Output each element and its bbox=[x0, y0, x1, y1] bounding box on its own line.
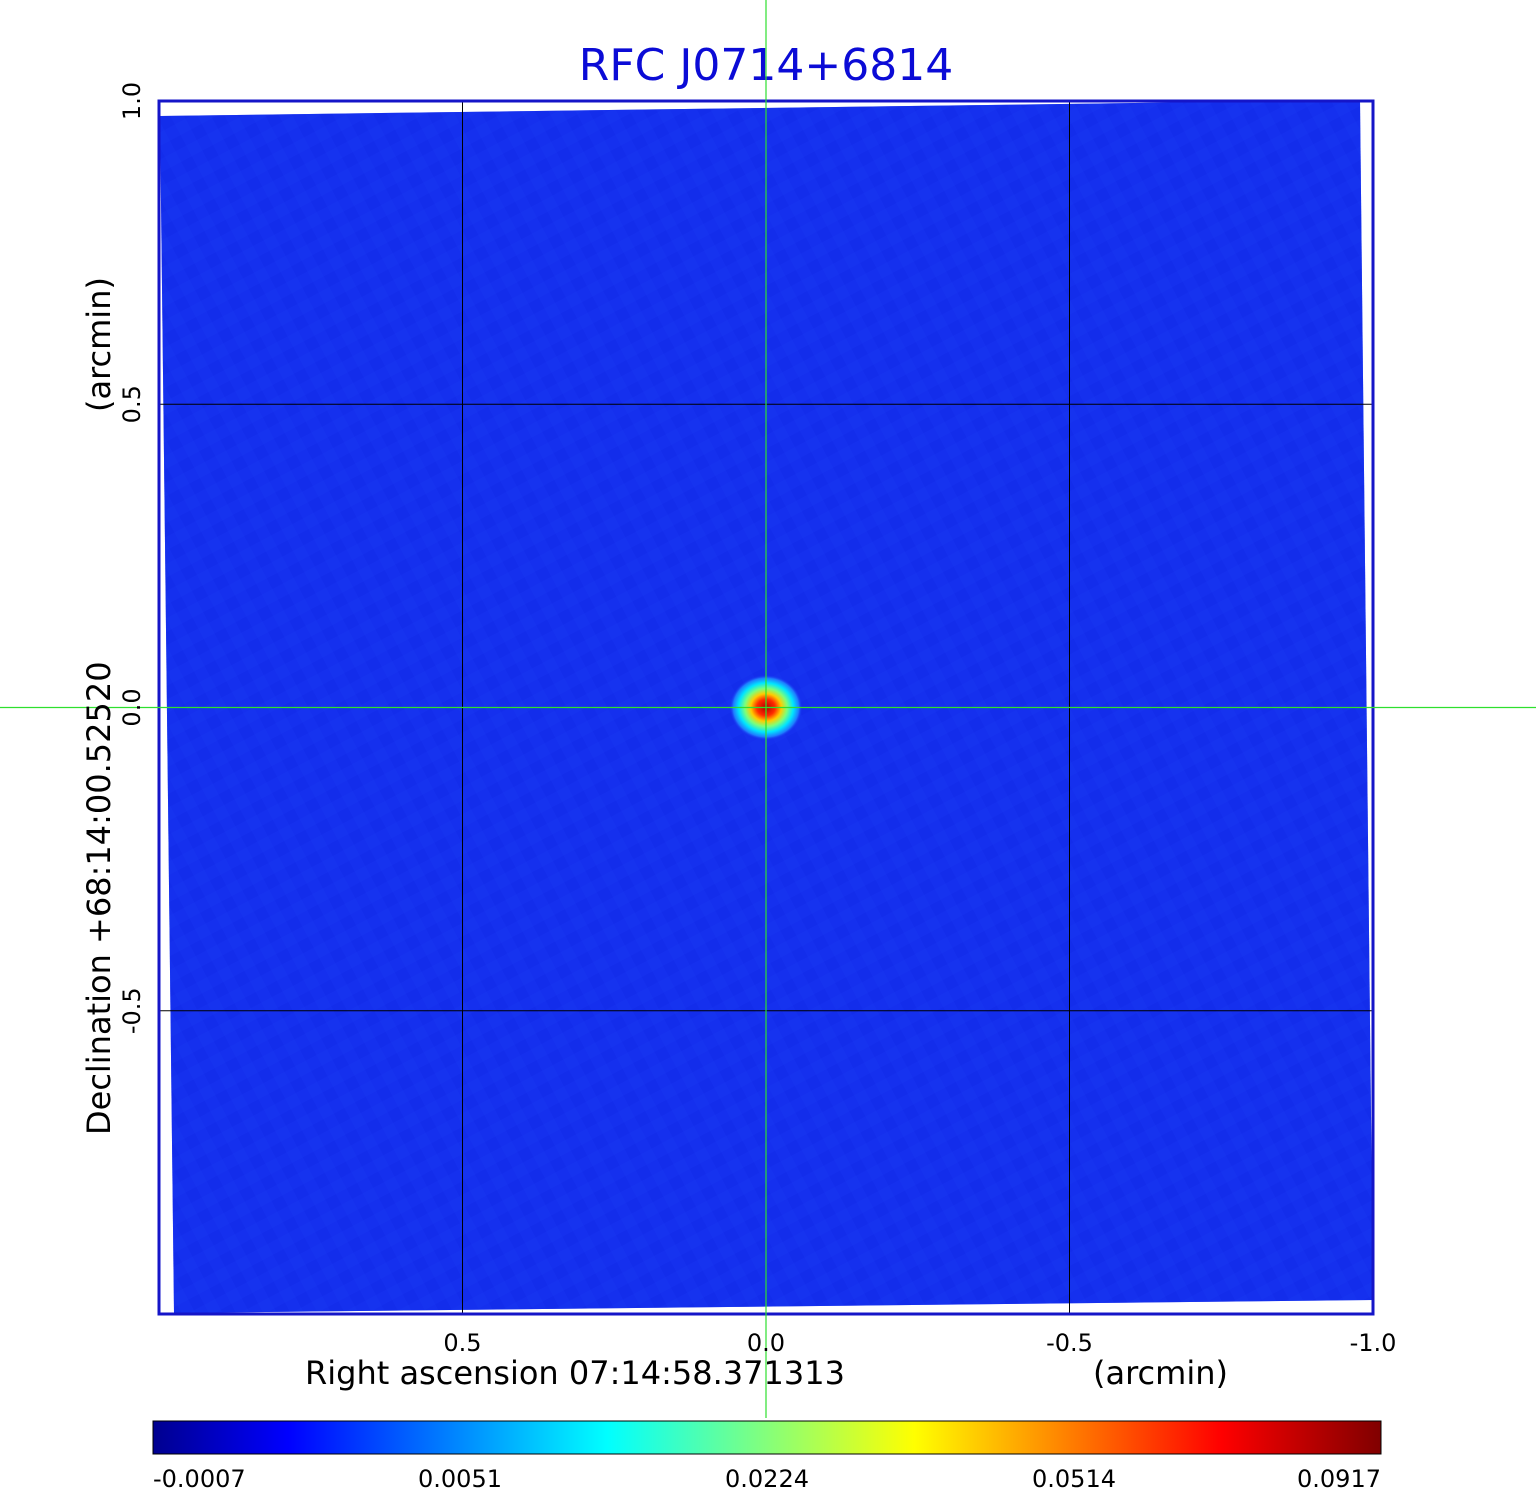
colorbar-tick-label: 0.0224 bbox=[725, 1465, 809, 1493]
y-tick-label: 0.5 bbox=[118, 385, 146, 423]
y-tick-labels: 1.0 0.5 0.0 -0.5 bbox=[118, 82, 146, 1034]
x-tick-label: -1.0 bbox=[1350, 1329, 1397, 1357]
x-tick-labels: 0.5 0.0 -0.5 -1.0 bbox=[443, 1329, 1396, 1357]
y-tick-label: 1.0 bbox=[118, 82, 146, 120]
x-tick-label: 0.5 bbox=[443, 1329, 481, 1357]
colorbar-tick-label: 0.0917 bbox=[1297, 1465, 1381, 1493]
x-axis-unit: (arcmin) bbox=[1093, 1354, 1228, 1392]
y-axis-label: Declination +68:14:00.52520 bbox=[80, 661, 118, 1135]
colorbar-tick-label: 0.0051 bbox=[418, 1465, 502, 1493]
crosshair bbox=[0, 0, 1536, 1418]
x-axis-label: Right ascension 07:14:58.371313 bbox=[305, 1354, 845, 1392]
colorbar-tick-labels: -0.0007 0.0051 0.0224 0.0514 0.0917 bbox=[153, 1465, 1381, 1493]
y-tick-label: -0.5 bbox=[118, 987, 146, 1034]
x-tick-label: -0.5 bbox=[1046, 1329, 1093, 1357]
x-tick-label: 0.0 bbox=[747, 1329, 785, 1357]
colorbar bbox=[152, 1420, 1382, 1455]
y-tick-label: 0.0 bbox=[118, 688, 146, 726]
colorbar-tick-label: -0.0007 bbox=[153, 1465, 246, 1493]
colorbar-tick-label: 0.0514 bbox=[1032, 1465, 1116, 1493]
y-axis-unit: (arcmin) bbox=[80, 277, 118, 412]
